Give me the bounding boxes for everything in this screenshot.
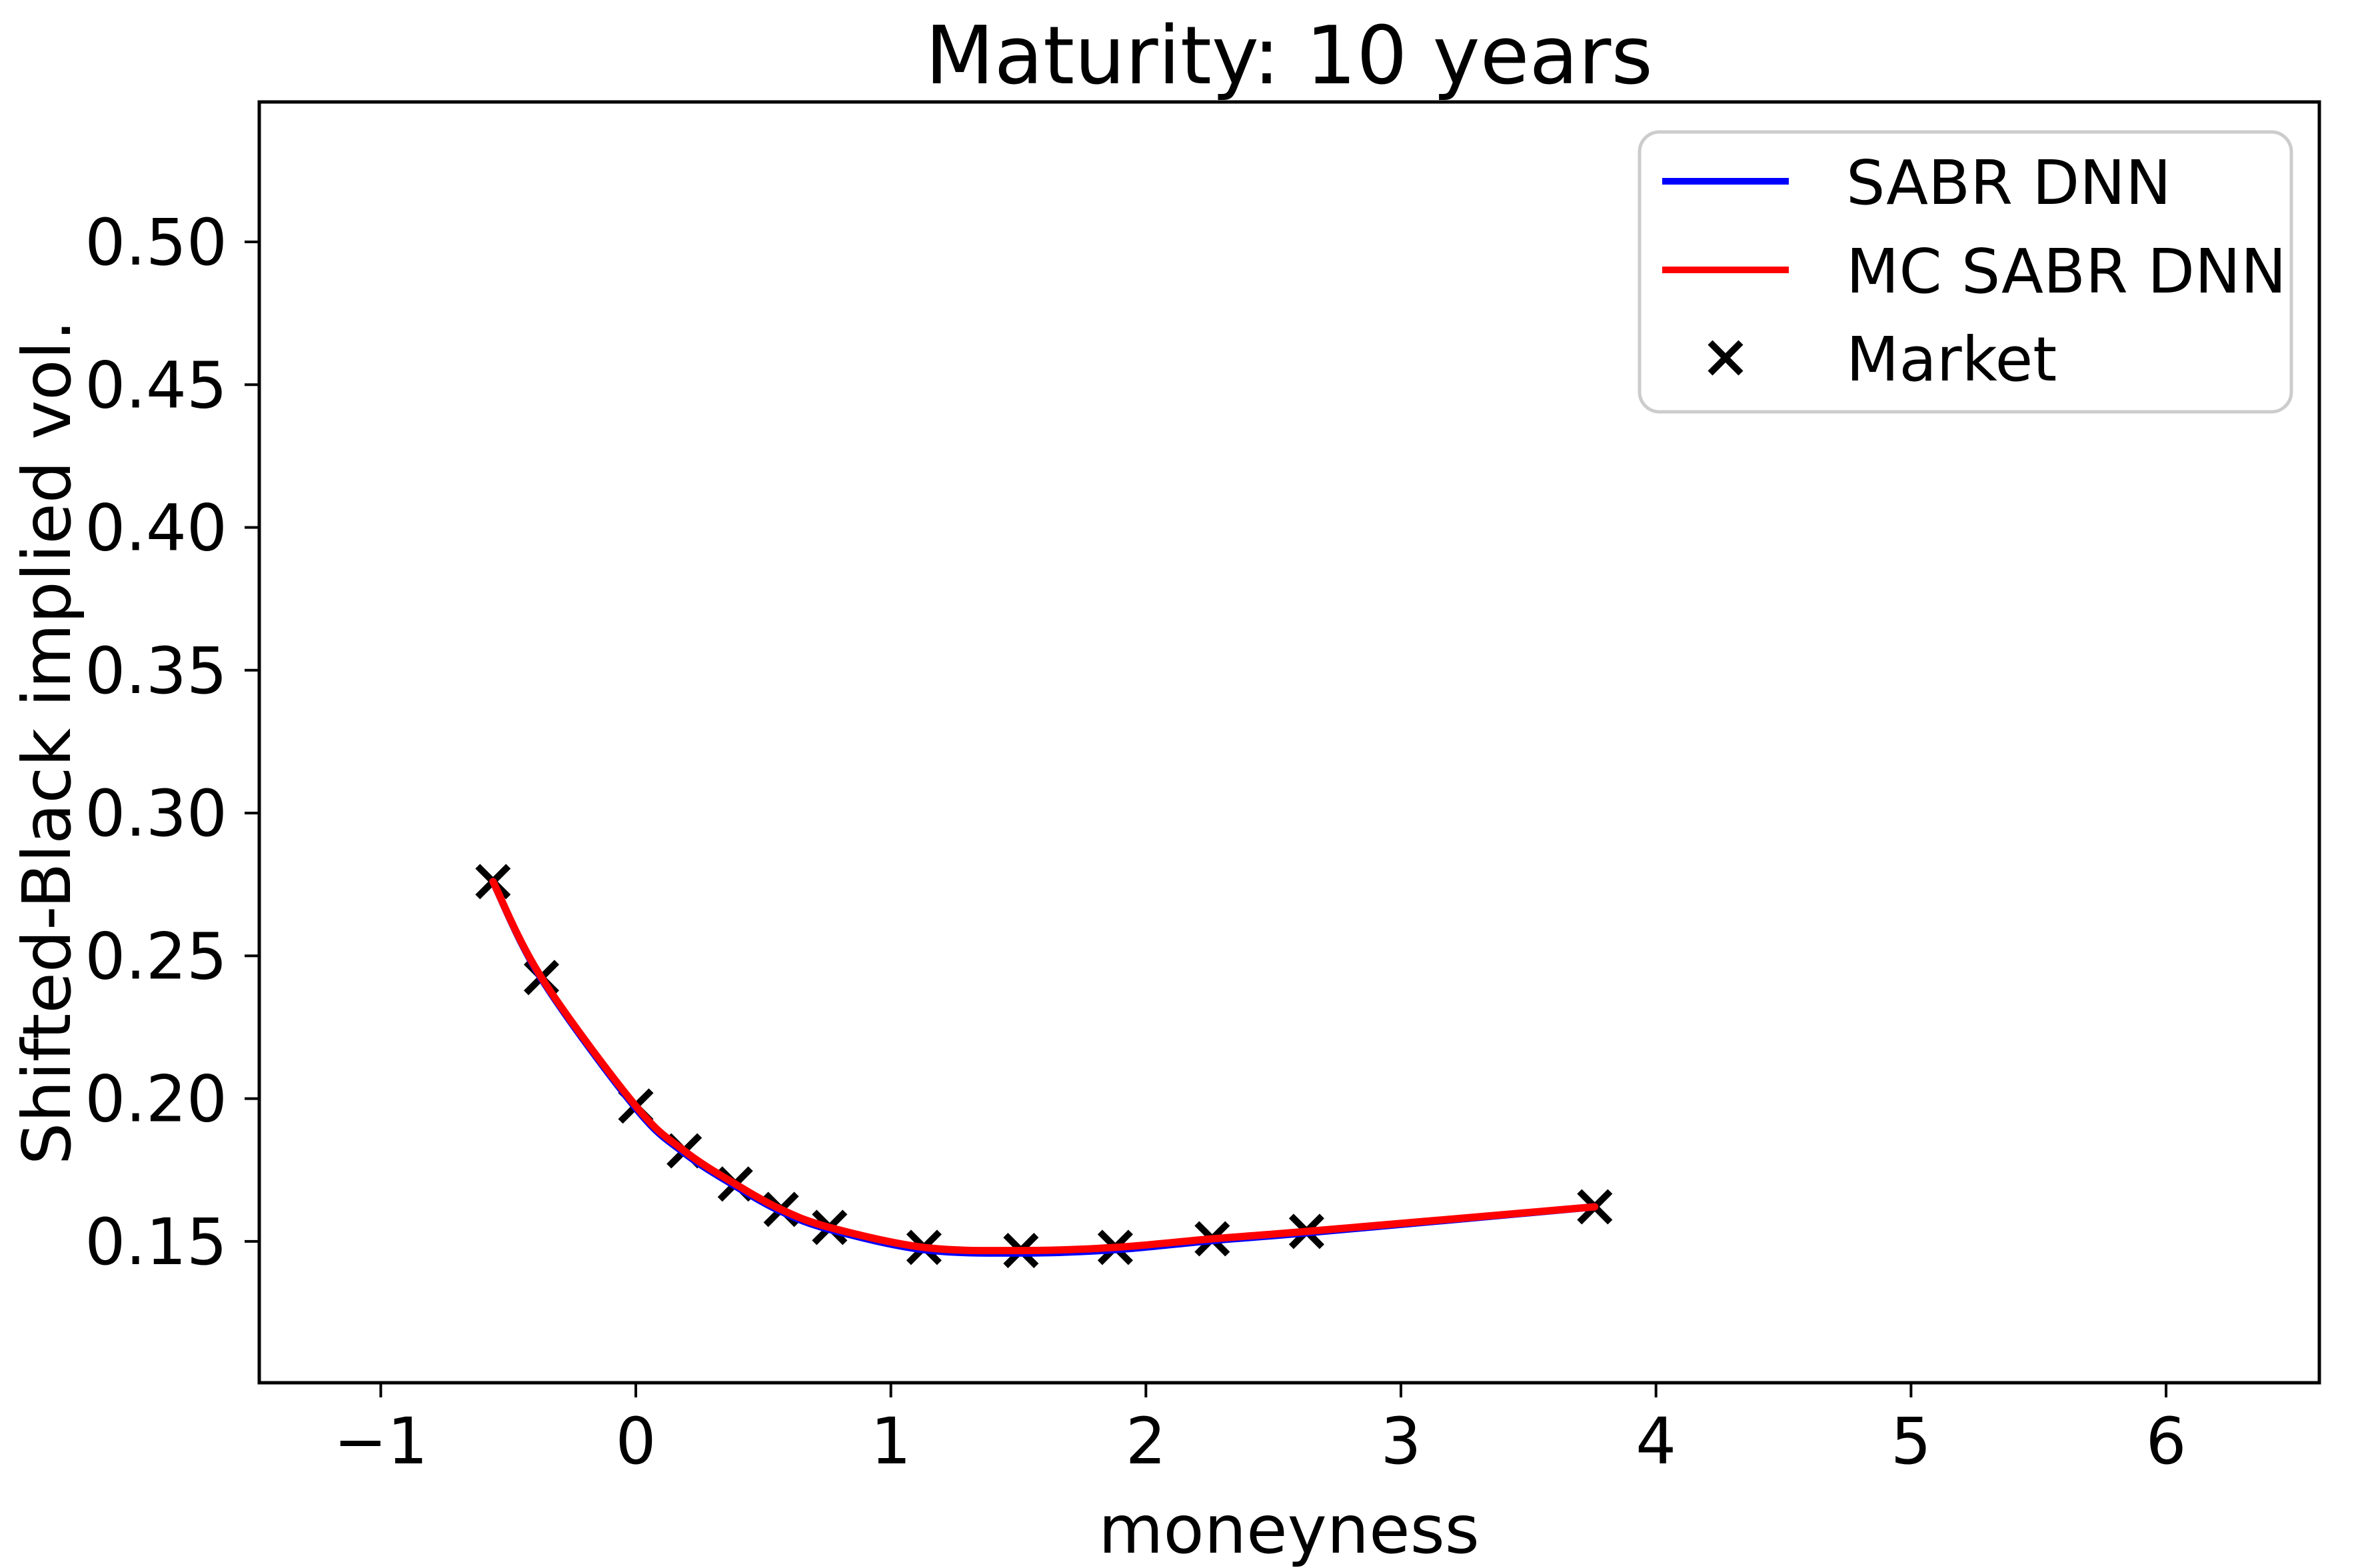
sabr-dnn-curve	[489, 878, 1599, 1257]
y-tick-label: 0.20	[85, 1062, 227, 1137]
y-tick-label: 0.50	[85, 205, 227, 280]
y-tick-label: 0.40	[85, 491, 227, 566]
x-tick-label: 2	[1126, 1404, 1166, 1479]
market-markers	[475, 864, 1613, 1269]
chart-title: Maturity: 10 years	[925, 10, 1653, 103]
x-marker-icon	[1708, 340, 1744, 376]
legend-box	[1638, 130, 2293, 414]
x-tick-label: 4	[1636, 1404, 1676, 1479]
mc-sabr-dnn-curve	[489, 878, 1599, 1255]
y-axis-label: Shifted-Black implied vol.	[8, 320, 86, 1165]
x-tick-label: 3	[1380, 1404, 1421, 1479]
x-tick-label: 6	[2145, 1404, 2186, 1479]
legend: SABR DNN MC SABR DNN Market	[1638, 130, 2293, 414]
plot-border	[257, 100, 2321, 1385]
y-tick-label: 0.30	[85, 776, 227, 851]
x-axis-label: moneyness	[1098, 1491, 1480, 1568]
x-tick-label: 1	[870, 1404, 911, 1479]
legend-label-mc-sabr-dnn: MC SABR DNN	[1846, 236, 2287, 307]
y-tick-label: 0.15	[85, 1205, 227, 1279]
y-tick-label: 0.35	[85, 634, 227, 708]
legend-label-sabr-dnn: SABR DNN	[1846, 147, 2171, 219]
plot-area: −1 0 1 2 3 4 5 6 0.15 0.20 0.25 0.30 0.35 0.40 0.45 0.5…	[85, 100, 2321, 1479]
x-tick-label: 5	[1891, 1404, 1931, 1479]
legend-entry-sabr-dnn: SABR DNN	[1662, 147, 2171, 219]
x-tick-label: 0	[615, 1404, 656, 1479]
x-tick-label: −1	[334, 1404, 429, 1479]
legend-entry-mc-sabr-dnn: MC SABR DNN	[1662, 236, 2287, 307]
legend-label-market: Market	[1846, 324, 2057, 395]
y-tick-label: 0.25	[85, 919, 227, 994]
y-tick-label: 0.45	[85, 348, 227, 422]
legend-entry-market: Market	[1708, 324, 2057, 395]
